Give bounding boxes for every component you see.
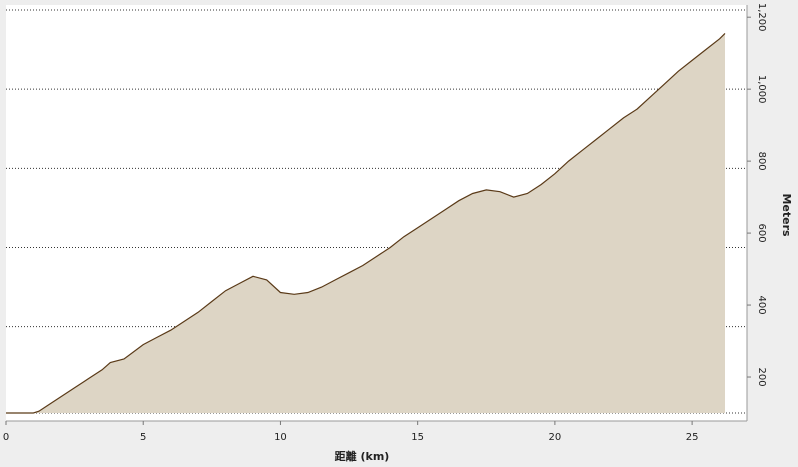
x-axis-title: 距離 (km) <box>335 449 390 463</box>
elevation-line <box>6 32 726 414</box>
y-tick-label: 1,200 <box>756 3 767 32</box>
x-tick-label: 15 <box>411 432 424 443</box>
y-tick-label: 800 <box>756 152 767 171</box>
elevation-area <box>6 33 725 414</box>
elevation-series <box>6 32 726 414</box>
y-tick-label: 200 <box>756 367 767 386</box>
y-axis-ticks: 200 400 600 800 1,000 1,200 <box>747 3 767 387</box>
x-tick-label: 25 <box>686 432 699 443</box>
x-axis-ticks: 0 5 10 15 20 25 <box>3 421 699 443</box>
x-tick-label: 5 <box>140 432 146 443</box>
x-tick-label: 20 <box>549 432 562 443</box>
y-axis-title: Meters <box>780 193 793 237</box>
y-tick-label: 1,000 <box>756 75 767 104</box>
y-tick-label: 600 <box>756 224 767 243</box>
y-tick-label: 400 <box>756 296 767 315</box>
x-tick-label: 0 <box>3 432 9 443</box>
x-tick-label: 10 <box>274 432 287 443</box>
